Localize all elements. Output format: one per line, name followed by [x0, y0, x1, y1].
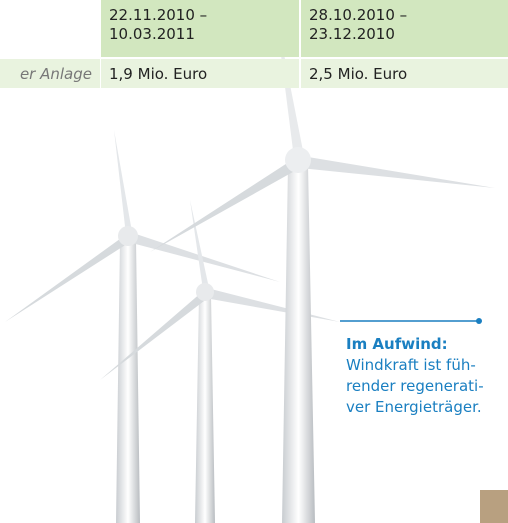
text: 28.10.2010 –: [309, 6, 500, 25]
text: 10.03.2011: [109, 25, 291, 44]
cell: 2,5 Mio. Euro: [301, 59, 508, 88]
caption-line: render regenerati-: [346, 376, 484, 397]
caption-title: Im Aufwind:: [346, 334, 484, 355]
row-label: er Anlage: [0, 59, 100, 88]
caption-line: ver Energieträger.: [346, 397, 484, 418]
caption-line: Windkraft ist füh-: [346, 355, 484, 376]
text: 23.12.2010: [309, 25, 500, 44]
text: 22.11.2010 –: [109, 6, 291, 25]
header-cell: 22.11.2010 –10.03.2011: [101, 0, 299, 57]
cell: 1,9 Mio. Euro: [101, 59, 299, 88]
header-cell: 28.10.2010 –23.12.2010: [301, 0, 508, 57]
page: 22.11.2010 –10.03.2011 28.10.2010 –23.12…: [0, 0, 508, 523]
caption: Im Aufwind: Windkraft ist füh- render re…: [346, 334, 484, 418]
